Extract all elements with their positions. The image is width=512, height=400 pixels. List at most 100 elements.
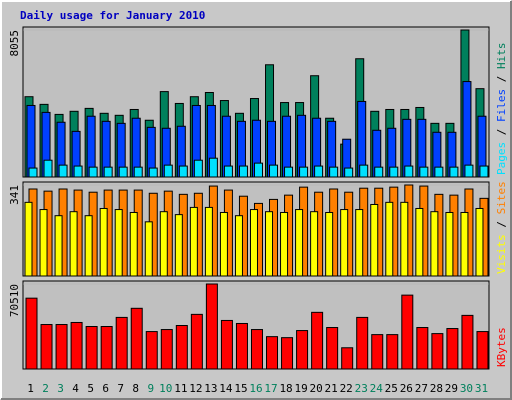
bar: [144, 221, 153, 277]
x-tick-label: 31: [475, 382, 488, 395]
bar: [295, 209, 304, 277]
bar: [24, 201, 33, 277]
x-tick-label: 19: [294, 382, 307, 395]
bar: [40, 324, 53, 370]
bar: [445, 211, 454, 277]
bar: [356, 316, 369, 370]
y-tick-label: 8055: [8, 30, 21, 57]
bar: [249, 209, 258, 277]
bar: [310, 211, 319, 277]
bar: [175, 325, 188, 370]
bar: [296, 330, 309, 370]
x-tick-label: 29: [445, 382, 458, 395]
x-tick-label: 24: [370, 382, 384, 395]
x-tick-label: 18: [279, 382, 292, 395]
bar: [26, 104, 36, 178]
bar: [70, 321, 83, 370]
x-tick-label: 25: [385, 382, 398, 395]
bar: [238, 165, 248, 178]
bar: [223, 165, 233, 178]
bar: [359, 164, 369, 178]
x-tick-label: 15: [234, 382, 247, 395]
legend: Pages / Files / Hits: [495, 43, 508, 176]
bar: [55, 324, 68, 370]
bar: [28, 167, 38, 178]
bar: [311, 311, 324, 370]
bar: [284, 166, 294, 178]
bar: [133, 166, 143, 178]
bar: [148, 167, 158, 178]
bar: [464, 164, 474, 178]
x-tick-label: 5: [87, 382, 94, 395]
legend: Visits / Sites: [495, 181, 508, 274]
bar: [385, 201, 394, 277]
x-tick-label: 30: [460, 382, 473, 395]
bar: [129, 211, 138, 277]
bar: [340, 209, 349, 277]
bar: [99, 207, 108, 277]
bar: [159, 211, 168, 277]
bar: [84, 215, 93, 277]
x-tick-label: 3: [57, 382, 64, 395]
bar: [266, 336, 279, 370]
bar: [220, 319, 233, 370]
bar: [39, 209, 48, 277]
bar: [69, 211, 78, 277]
bar: [446, 328, 459, 370]
bar: [314, 165, 324, 178]
bar: [235, 322, 248, 370]
bar: [115, 316, 128, 370]
x-tick-label: 1: [27, 382, 34, 395]
x-tick-label: 17: [264, 382, 277, 395]
bar: [475, 207, 484, 277]
bar: [253, 162, 263, 178]
y-tick-label: 70510: [8, 284, 21, 317]
bar: [344, 167, 354, 178]
x-tick-label: 26: [400, 382, 413, 395]
bar: [371, 334, 384, 370]
bar: [189, 206, 198, 277]
bar: [174, 214, 183, 277]
x-tick-label: 12: [189, 382, 202, 395]
chart-title: Daily usage for January 2010: [20, 9, 205, 22]
bar: [178, 165, 188, 178]
bar: [281, 337, 294, 370]
bar: [204, 206, 213, 277]
legend: KBytes: [495, 327, 508, 367]
x-tick-label: 14: [219, 382, 233, 395]
x-tick-label: 13: [204, 382, 217, 395]
x-tick-label: 20: [310, 382, 323, 395]
x-tick-label: 2: [42, 382, 49, 395]
bar: [374, 166, 384, 178]
bar: [43, 159, 53, 178]
legend-separator: /: [495, 122, 508, 142]
x-tick-label: 9: [147, 382, 154, 395]
bar: [416, 327, 429, 370]
bar: [114, 209, 123, 277]
bar: [190, 313, 203, 370]
legend-entry: Files: [495, 89, 508, 122]
bar: [54, 215, 63, 277]
bar: [460, 211, 469, 277]
bar: [389, 166, 399, 178]
bar: [145, 331, 158, 370]
bar: [462, 81, 472, 178]
bar: [400, 201, 409, 277]
legend-entry: KBytes: [495, 327, 508, 367]
bar: [476, 331, 489, 370]
x-tick-label: 28: [430, 382, 443, 395]
bar: [160, 329, 173, 370]
x-tick-label: 23: [355, 382, 368, 395]
bar: [58, 164, 68, 178]
bar: [404, 165, 414, 178]
x-tick-label: 11: [174, 382, 187, 395]
y-tick-label: 341: [8, 185, 21, 205]
bar: [386, 334, 399, 370]
x-tick-label: 21: [325, 382, 338, 395]
legend-entry: Hits: [495, 43, 508, 70]
bar: [280, 211, 289, 277]
bar: [461, 314, 474, 370]
x-tick-label: 6: [102, 382, 109, 395]
x-tick-label: 8: [132, 382, 139, 395]
